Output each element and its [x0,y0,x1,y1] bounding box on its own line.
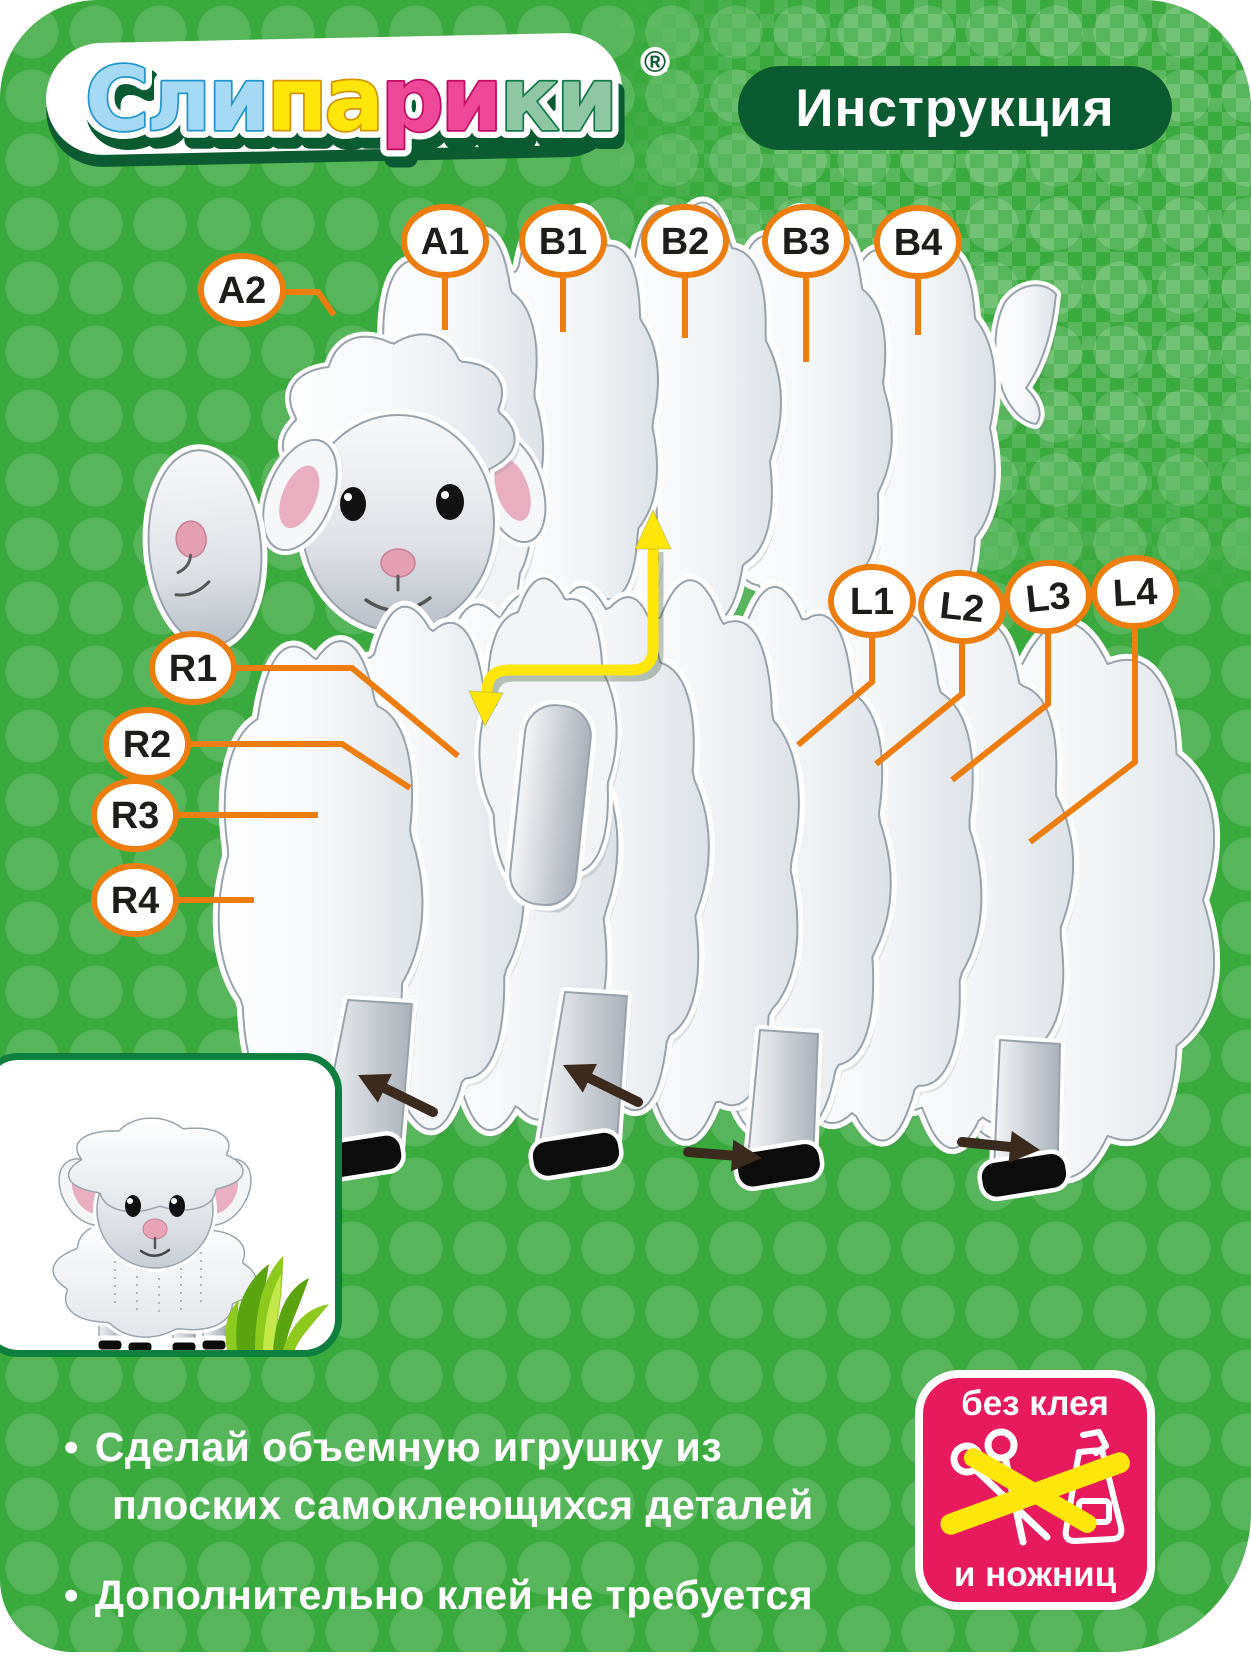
no-glue-badge: без клея и ножниц [915,1370,1155,1610]
hoof [528,1128,624,1181]
svg-text:B4: B4 [894,222,943,264]
svg-text:R1: R1 [169,648,218,690]
svg-text:B1: B1 [539,221,588,263]
inset-body-wool [49,1210,261,1342]
instruction-title: Инструкция [795,78,1115,138]
rear-left-leg [733,1025,825,1191]
svg-text:Слипарики: Слипарики [90,58,620,161]
part-labels: A2 A1 B1 B2 B3 B4 L1 L2 L3 L4 R1 R2 R3 R4 [91,204,1179,937]
hoof [977,1149,1071,1202]
leader-line-L4 [1028,626,1138,845]
svg-text:R3: R3 [111,795,160,837]
leader-line-R2 [189,741,412,791]
leader-line-A2 [272,289,337,317]
logo-segment: ри [381,48,500,151]
eye-left [340,487,366,521]
logo-segment: Сли [85,48,267,151]
top-exploded-assembly [142,196,1061,655]
logo-segment: ки [500,48,615,151]
svg-text:Слипарики: Слипарики [85,48,615,151]
leader-lines [177,275,1138,903]
center-leg-cylinder [504,699,597,913]
cross-out-x-icon [940,1448,1130,1535]
part-label-L2: L2 [918,569,1006,645]
front-nose-slice [142,444,268,653]
leader-line-L1 [796,635,875,748]
hoof-direction-arrow [563,1063,643,1107]
svg-text:L3: L3 [1024,575,1073,621]
instruction-title-pill: Инструкция [738,66,1172,150]
svg-text:B3: B3 [782,221,831,263]
svg-text:B2: B2 [661,221,710,263]
part-label-L1: L1 [828,564,916,638]
hoof-direction-arrow [957,1131,1040,1163]
part-label-B1: B1 [519,204,607,278]
registered-mark: ® [644,46,666,79]
bullet-dot: • [64,1572,79,1618]
svg-text:A2: A2 [218,270,267,312]
badge-bottom-text: и ножниц [953,1555,1117,1594]
part-label-L3: L3 [1004,559,1092,635]
part-label-B4: B4 [874,205,962,279]
part-label-B2: B2 [641,204,729,278]
nose [380,548,416,578]
leader-line-L2 [874,641,965,767]
note-bullet-2: • Дополнительно клей не требуется [64,1572,813,1619]
finished-sheep-image [49,1117,329,1350]
svg-text:A1: A1 [421,221,470,263]
finished-toy-inset [0,1053,342,1357]
part-label-R2: R2 [103,707,191,781]
svg-text:Слипарики: Слипарики [85,48,615,151]
note-bullet-1-line-1: • Сделай объемную игрушку из [64,1424,722,1471]
svg-text:R4: R4 [111,880,160,922]
note-text: Сделай объемную игрушку из [94,1424,723,1470]
rear-right-leg [977,1035,1071,1202]
note-bullet-1-line-2: плоских самоклеющихся деталей [112,1482,814,1529]
logo-segment: па [267,48,381,151]
note-text: плоских самоклеющихся деталей [112,1482,814,1528]
part-label-B3: B3 [762,204,850,278]
part-label-A2: A2 [198,253,286,327]
svg-text:L4: L4 [1112,571,1158,615]
hoof-direction-arrow [358,1073,438,1117]
part-label-R3: R3 [91,778,179,852]
grass-tuft [225,1256,329,1350]
badge-icons [940,1428,1130,1546]
part-label-L4: L4 [1091,554,1179,630]
assembly-direction-arrow [468,508,672,728]
svg-text:L2: L2 [938,585,987,631]
svg-text:L1: L1 [850,581,894,623]
inset-head [67,1117,244,1272]
face-slice [258,409,500,638]
part-label-R4: R4 [91,863,179,937]
hoof [733,1139,825,1191]
note-text: Дополнительно клей не требуется [94,1572,814,1618]
leader-line-R1 [235,665,460,759]
part-label-A1: A1 [401,204,489,278]
ear-left-piece [258,434,342,556]
part-label-R1: R1 [149,631,237,705]
bullet-dot: • [64,1424,79,1470]
badge-top-text: без клея [961,1384,1109,1423]
svg-text:R2: R2 [123,724,172,766]
eye-right [436,484,464,520]
leader-line-L3 [950,631,1051,783]
hoof-direction-arrow [683,1139,762,1172]
tail-piece [990,280,1061,431]
bottom-exploded-assembly [212,573,1221,1202]
